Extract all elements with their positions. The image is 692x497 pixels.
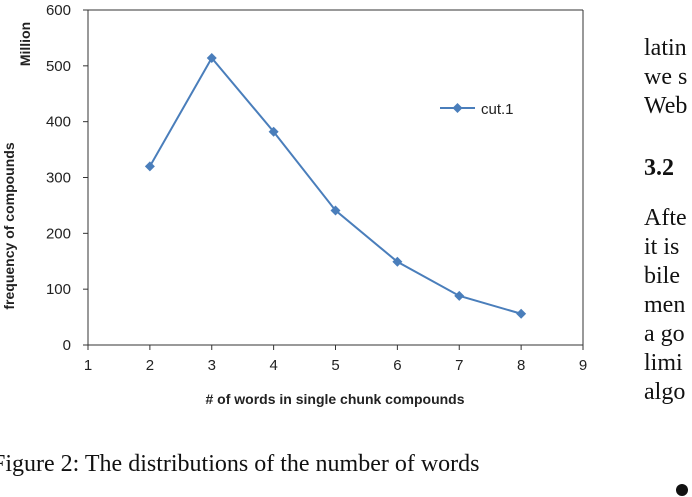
x-tick-label: 5 <box>331 357 339 374</box>
side-para-line-6: limi <box>644 350 683 376</box>
y-tick-label: 100 <box>46 281 71 298</box>
side-para-line-3: bile <box>644 263 680 289</box>
data-point <box>144 161 155 172</box>
data-point <box>454 290 465 301</box>
data-point <box>392 256 403 267</box>
side-text-line-2: we s <box>644 64 688 90</box>
y-axis-unit: Million <box>17 22 33 66</box>
x-tick-label: 3 <box>208 357 216 374</box>
data-point <box>206 53 217 64</box>
y-tick-label: 200 <box>46 225 71 242</box>
legend-label: cut.1 <box>481 101 514 118</box>
x-tick-label: 9 <box>579 357 587 374</box>
x-tick-label: 1 <box>84 357 92 374</box>
y-tick-label: 500 <box>46 58 71 75</box>
data-point <box>516 308 527 319</box>
section-heading: 3.2 <box>644 155 674 181</box>
plot-area <box>87 9 584 346</box>
side-para-line-4: men <box>644 292 686 318</box>
series-line <box>149 56 522 315</box>
legend-marker <box>452 103 463 113</box>
x-tick-label: 6 <box>393 357 401 374</box>
legend: cut.1 <box>440 101 514 118</box>
y-tick-label: 300 <box>46 170 71 187</box>
y-tick-label: 600 <box>46 2 71 19</box>
y-tick-label: 0 <box>63 337 71 354</box>
side-text-line-1: latin <box>644 35 687 61</box>
side-para-line-2: it is <box>644 234 680 260</box>
x-tick-label: 8 <box>517 357 525 374</box>
x-tick-label: 7 <box>455 357 463 374</box>
y-tick-label: 400 <box>46 114 71 131</box>
x-tick-label: 2 <box>146 357 154 374</box>
y-axis-label: frequency of compounds <box>1 142 17 309</box>
figure-caption: Figure 2: The distributions of the numbe… <box>0 451 480 477</box>
side-para-line-5: a go <box>644 321 685 347</box>
x-tick-label: 4 <box>269 357 277 374</box>
line-chart: 1 2 3 4 5 6 7 8 9 0 100 200 300 400 500 600 cut.1 # of… <box>1 2 587 407</box>
bullet-icon <box>676 484 688 496</box>
x-axis-label: # of words in single chunk compounds <box>205 391 464 407</box>
side-para-line-1: Afte <box>644 205 687 231</box>
side-text-line-3: Web <box>644 93 688 119</box>
data-point <box>268 126 279 137</box>
side-para-line-7: algo <box>644 379 686 405</box>
data-point <box>330 205 341 216</box>
